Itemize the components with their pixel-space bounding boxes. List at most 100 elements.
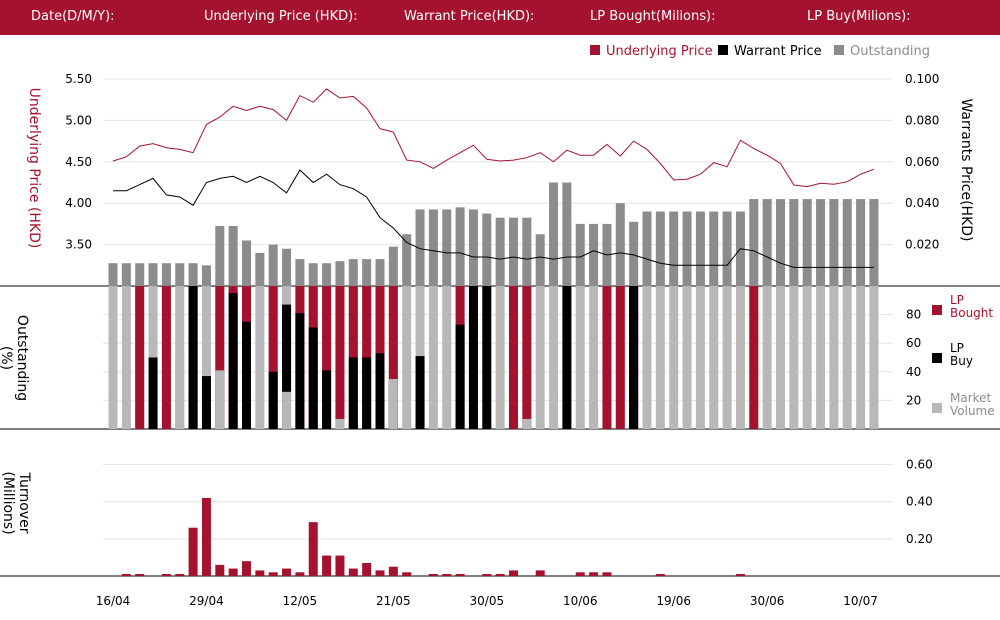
underlying-tick-label: 4.50 [65,155,92,169]
outstanding-bar [388,246,398,286]
turnover-tick-label: 0.60 [906,458,933,472]
x-tick-label: 30/06 [750,594,785,608]
market-share-bar [282,391,292,429]
info-header-bar: Date(D/M/Y): Underlying Price (HKD): War… [0,0,1000,35]
turnover-bar [161,574,171,576]
outstanding-axis-unit: (%) [0,346,14,370]
outstanding-bar [215,225,225,286]
price-legend-label: Warrant Price [734,44,822,59]
turnover-bar [655,574,665,576]
underlying-tick-label: 5.50 [65,72,92,86]
market-volume-bar [816,286,826,429]
lp-bought-bar [215,286,225,429]
underlying-price-line [112,88,875,188]
outstanding-bar [108,263,118,286]
outstanding-bar [682,211,692,286]
volume-tick-label: 60 [906,336,921,350]
turnover-bar [455,574,465,576]
market-volume-bar [735,286,745,429]
lp-bought-bar [322,286,332,429]
outstanding-bar [642,211,652,286]
warrant-price-label: Warrant Price(HKD): [404,9,535,24]
turnover-bar [602,572,612,576]
turnover-bar [362,563,372,576]
turnover-bar [308,522,318,576]
market-share-bar [402,424,412,429]
market-volume-bar [789,286,799,429]
outstanding-bar [816,199,826,286]
outstanding-bar [562,182,572,286]
outstanding-bar [669,211,679,286]
volume-tick-label: 80 [906,308,921,322]
lp-bought-bar [135,286,145,429]
lp-bought-bar [335,286,345,429]
warrant-tick-label: 0.080 [905,113,939,127]
outstanding-bar [188,263,198,286]
market-volume-bar [829,286,839,429]
lp-buy-bar [362,357,372,429]
turnover-bar [535,570,545,576]
turnover-tick-label: 0.40 [906,495,933,509]
lp-buy-bar [228,293,238,429]
outstanding-bar [789,199,799,286]
market-volume-bar [575,286,585,429]
turnover-bar [495,574,505,576]
turnover-bar [509,570,518,576]
market-volume-bar [108,286,118,429]
x-tick-label: 10/06 [563,594,598,608]
outstanding-bar [135,263,145,286]
turnover-bar [442,574,452,576]
market-share-bar [215,370,225,429]
lp-buy-bar [348,357,358,429]
outstanding-bar [522,217,532,286]
turnover-bar [575,572,585,576]
lp-bought-bar [615,286,625,429]
lp-buy-bar [322,370,332,429]
price-legend-swatch [718,45,728,55]
outstanding-bar [509,217,518,286]
x-tick-label: 16/04 [96,594,131,608]
market-share-bar [255,427,265,429]
volume-legend-swatch [932,403,942,413]
lp-bought-bar [388,286,398,429]
turnover-bar [255,570,265,576]
turnover-bar [215,564,225,576]
underlying-tick-label: 5.00 [65,113,92,127]
outstanding-bar [495,217,505,286]
volume-tick-label: 40 [906,365,921,379]
outstanding-axis-title: Outstanding [14,315,30,401]
lp-buy-bar [308,327,318,429]
outstanding-bar [295,259,305,286]
outstanding-bar [749,199,759,286]
lp-buy-bar [629,286,639,429]
x-tick-label: 10/07 [843,594,878,608]
turnover-bar [388,566,398,576]
warrant-tick-label: 0.100 [905,72,939,86]
lp-bought-bar [522,286,532,429]
lp-buy-bar [295,313,305,429]
outstanding-bar [282,248,292,286]
lp-buy-bar [282,304,292,429]
outstanding-bar [201,265,211,286]
underlying-price-label: Underlying Price (HKD): [204,9,358,24]
lp-buy-bar [268,371,278,429]
market-share-bar [175,357,185,429]
outstanding-bar [629,221,639,286]
outstanding-bar [829,199,839,286]
turnover-bar [135,574,145,576]
date-label: Date(D/M/Y): [31,9,115,24]
volume-legend-label: Bought [950,306,993,320]
outstanding-bar [175,263,185,286]
market-volume-bar [495,286,505,429]
outstanding-bar [709,211,719,286]
lp-bought-bar [161,286,171,429]
turnover-bar [375,570,385,576]
market-volume-bar [642,286,652,429]
outstanding-bar [722,211,732,286]
outstanding-bar [362,259,372,286]
outstanding-bar [535,234,545,286]
turnover-tick-label: 0.20 [906,532,933,546]
x-tick-label: 30/05 [470,594,505,608]
volume-legend-label: LP [950,341,964,355]
volume-legend-label: Volume [950,404,995,418]
